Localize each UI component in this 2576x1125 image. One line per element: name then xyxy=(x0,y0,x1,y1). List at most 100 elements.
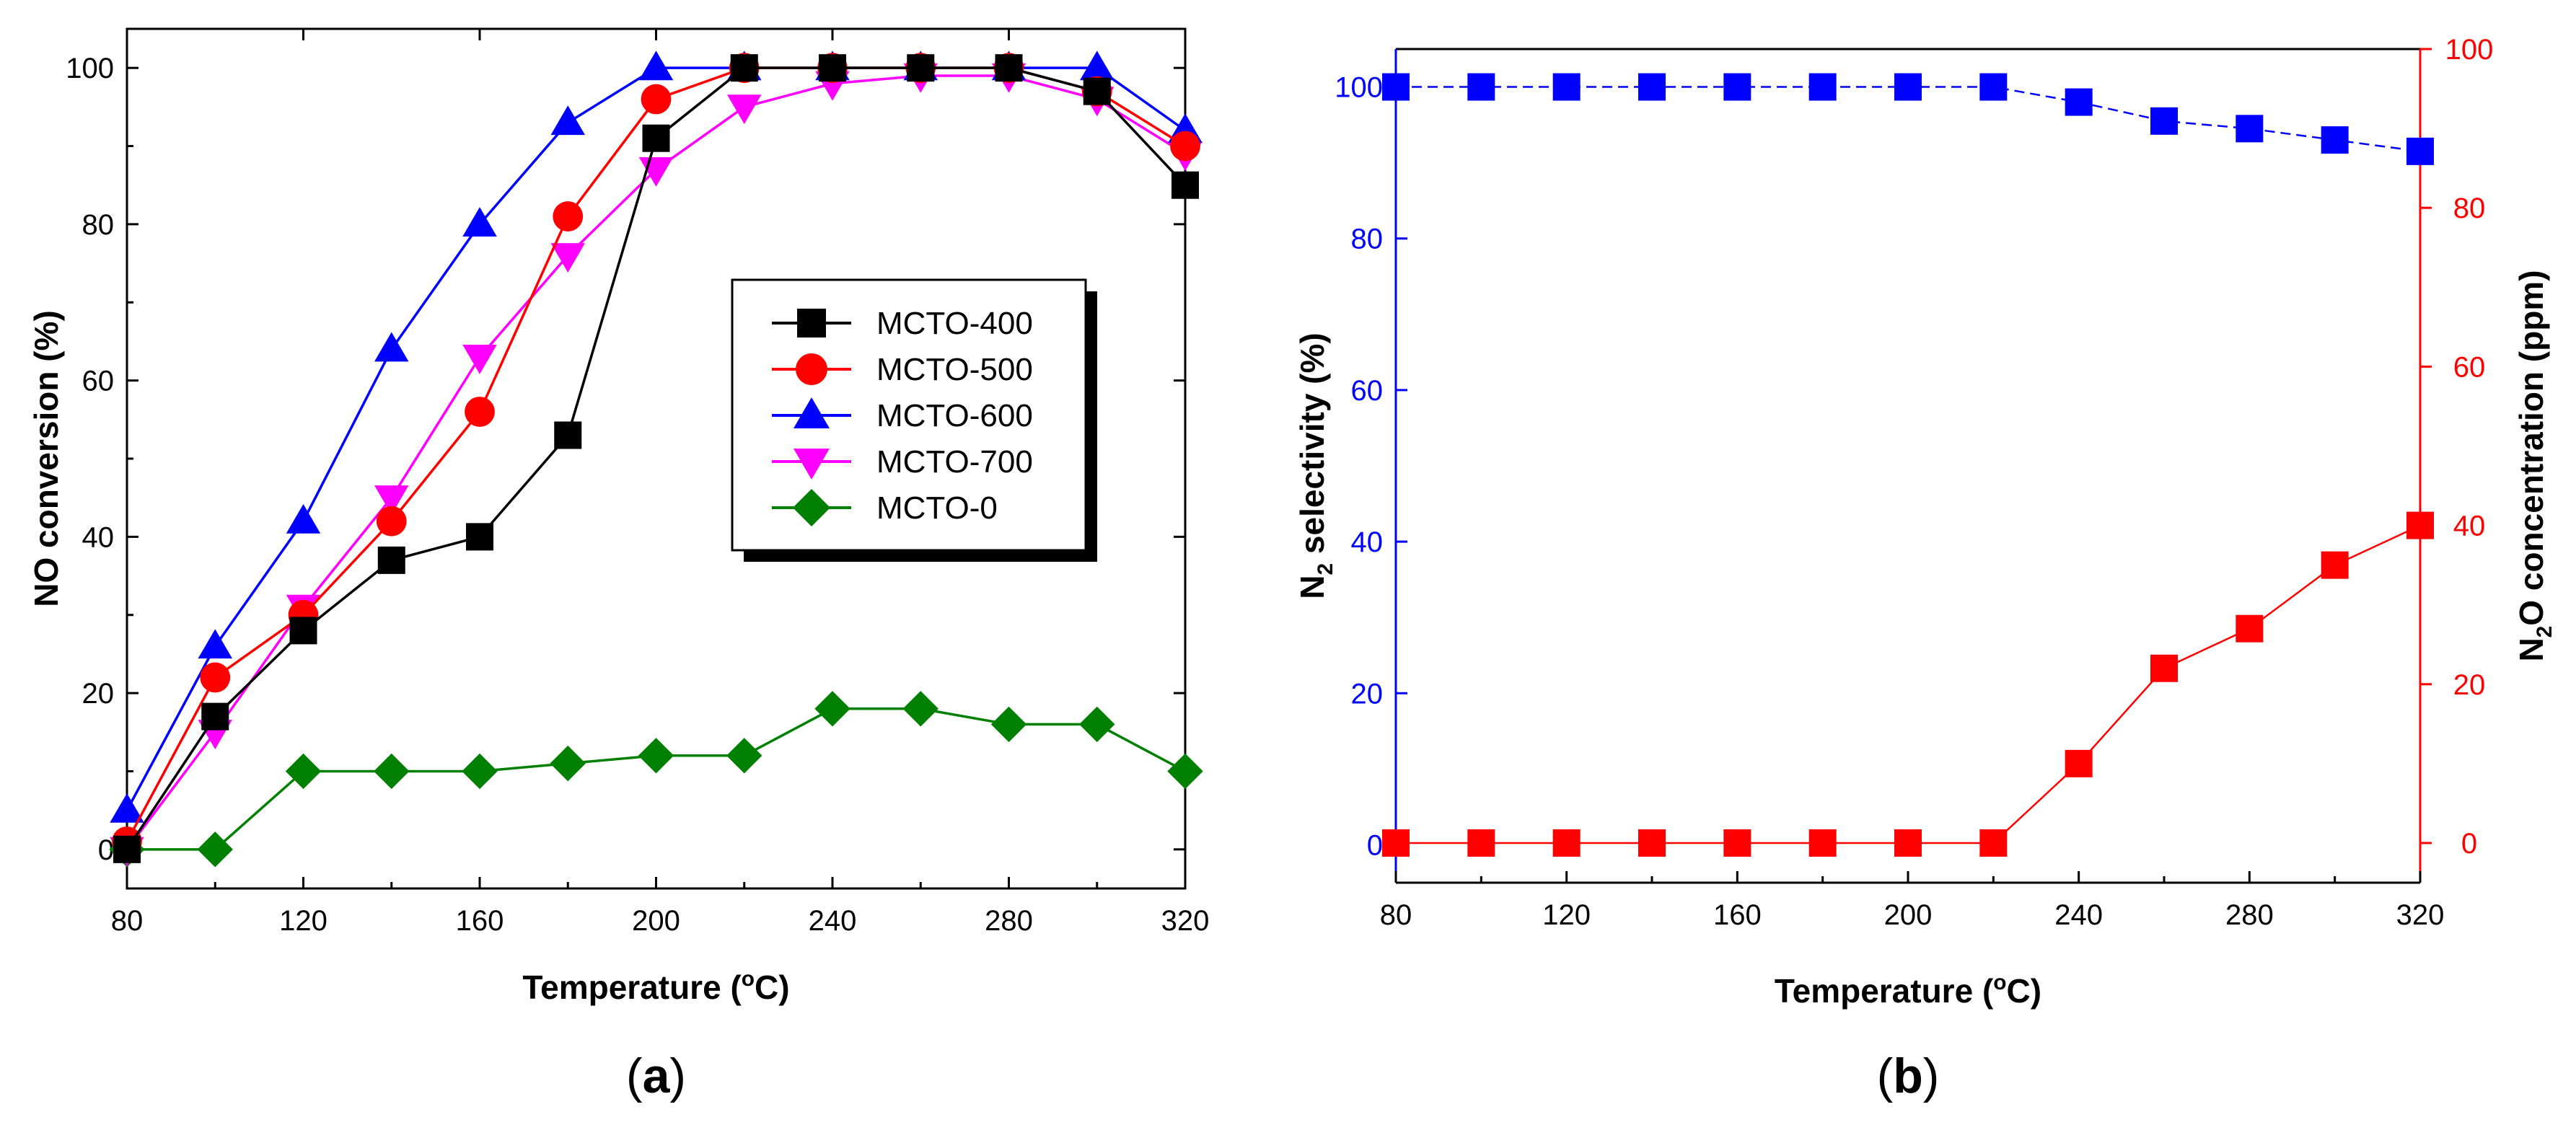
data-point xyxy=(466,523,493,551)
data-point xyxy=(462,345,497,374)
chart-panel-b: 80 120 160 200 240 280 320 0 20 40 60 80 100 0 20 40 60 8… xyxy=(1293,34,2557,1103)
data-point xyxy=(2321,551,2349,579)
data-point xyxy=(197,831,233,868)
panel-caption-b: (b) xyxy=(1877,1049,1940,1103)
data-point xyxy=(1467,73,1495,101)
data-point xyxy=(465,397,495,427)
data-point xyxy=(638,738,674,774)
data-point xyxy=(2321,126,2349,154)
legend-label: MCTO-400 xyxy=(876,306,1033,341)
data-point xyxy=(726,738,762,774)
data-point xyxy=(198,629,232,659)
legend-label: MCTO-0 xyxy=(876,490,998,526)
data-point xyxy=(553,201,584,231)
data-point xyxy=(285,753,322,790)
data-point xyxy=(641,84,672,115)
data-point xyxy=(1382,829,1410,857)
data-point xyxy=(907,54,935,82)
series-line xyxy=(127,707,1186,851)
y-right-tick-label: 80 xyxy=(2453,193,2486,224)
y-left-tick-label: 60 xyxy=(1351,375,1384,407)
data-point xyxy=(642,124,670,152)
legend-swatch-marker xyxy=(794,449,830,480)
y-left-tick-label: 100 xyxy=(1335,72,1383,104)
data-point xyxy=(1638,829,1666,857)
data-point xyxy=(1979,829,2008,857)
data-point xyxy=(1079,706,1115,743)
series-n2o-concentration xyxy=(1382,511,2434,857)
data-point xyxy=(1808,829,1837,857)
data-point xyxy=(550,243,585,273)
y-tick-label: 80 xyxy=(82,209,115,241)
data-point xyxy=(1170,131,1200,162)
data-point xyxy=(1552,73,1581,101)
data-point xyxy=(1723,829,1751,857)
data-point xyxy=(2150,654,2178,682)
x-tick-label: 280 xyxy=(2225,899,2274,931)
y-axis-title: NO conversion (%) xyxy=(27,310,65,607)
data-point xyxy=(814,691,850,727)
legend-item: MCTO-400 xyxy=(772,306,1033,341)
x-tick-label: 320 xyxy=(2396,899,2445,931)
series-n2-selectivity xyxy=(1382,73,2434,165)
data-point xyxy=(2236,614,2264,643)
data-point xyxy=(554,421,582,449)
legend-swatch-marker xyxy=(796,353,827,385)
data-point xyxy=(1467,829,1495,857)
x-tick-label: 240 xyxy=(2054,899,2103,931)
series-line xyxy=(1396,524,2421,844)
y-left-tick-label: 80 xyxy=(1351,224,1384,255)
data-point xyxy=(462,207,497,237)
data-point xyxy=(1080,50,1115,81)
y-right-tick-label: 100 xyxy=(2445,34,2494,66)
y-tick-label: 0 xyxy=(98,834,114,866)
legend-swatch-marker xyxy=(794,397,830,428)
x-axis-title: Temperature (oC) xyxy=(522,967,789,1006)
data-point xyxy=(110,793,144,823)
legend-item: MCTO-500 xyxy=(772,352,1033,387)
data-point xyxy=(2406,511,2434,539)
panel-caption-a: (a) xyxy=(626,1049,686,1103)
x-tick-label: 240 xyxy=(809,905,857,937)
data-point xyxy=(1638,73,1666,101)
y-left-tick-label: 0 xyxy=(1367,829,1383,861)
x-axis-title: Temperature (oC) xyxy=(1775,971,2041,1010)
y-left-tick-label: 40 xyxy=(1351,526,1384,558)
data-point xyxy=(819,54,846,82)
y-tick-label: 100 xyxy=(66,53,114,84)
data-point xyxy=(374,332,409,362)
x-tick-label: 200 xyxy=(632,905,680,937)
legend-label: MCTO-700 xyxy=(876,444,1033,480)
chart-panel-a: 80 120 160 200 240 280 320 0 20 40 60 80 100 Temperat… xyxy=(27,27,1209,1103)
series-mcto-400 xyxy=(113,54,1199,863)
data-point xyxy=(550,745,586,782)
data-point xyxy=(995,54,1023,82)
data-point xyxy=(1167,753,1203,790)
legend-item: MCTO-0 xyxy=(772,489,998,526)
data-point xyxy=(990,706,1027,743)
y-left-axis-title: N2 selectivity (%) xyxy=(1293,332,1337,599)
y-right-tick-label: 60 xyxy=(2453,351,2486,383)
data-point xyxy=(727,94,762,125)
y-tick-label: 20 xyxy=(82,678,115,710)
data-point xyxy=(1723,73,1751,101)
data-point xyxy=(374,485,409,515)
data-point xyxy=(1979,73,2008,101)
y-tick-label: 60 xyxy=(82,366,115,397)
data-point xyxy=(2150,107,2178,135)
legend-swatch-marker xyxy=(793,489,830,526)
data-point xyxy=(1894,829,1922,857)
x-tick-label: 120 xyxy=(279,905,328,937)
data-point xyxy=(2065,88,2093,116)
series-mcto-0 xyxy=(109,691,1203,868)
data-point xyxy=(286,503,321,534)
data-point xyxy=(200,662,231,693)
x-tick-label: 120 xyxy=(1542,899,1591,931)
data-point xyxy=(462,753,498,790)
x-tick-label: 200 xyxy=(1884,899,1933,931)
data-point xyxy=(1382,73,1410,101)
data-point xyxy=(2406,137,2434,165)
data-point xyxy=(376,506,407,537)
data-point xyxy=(289,617,317,645)
